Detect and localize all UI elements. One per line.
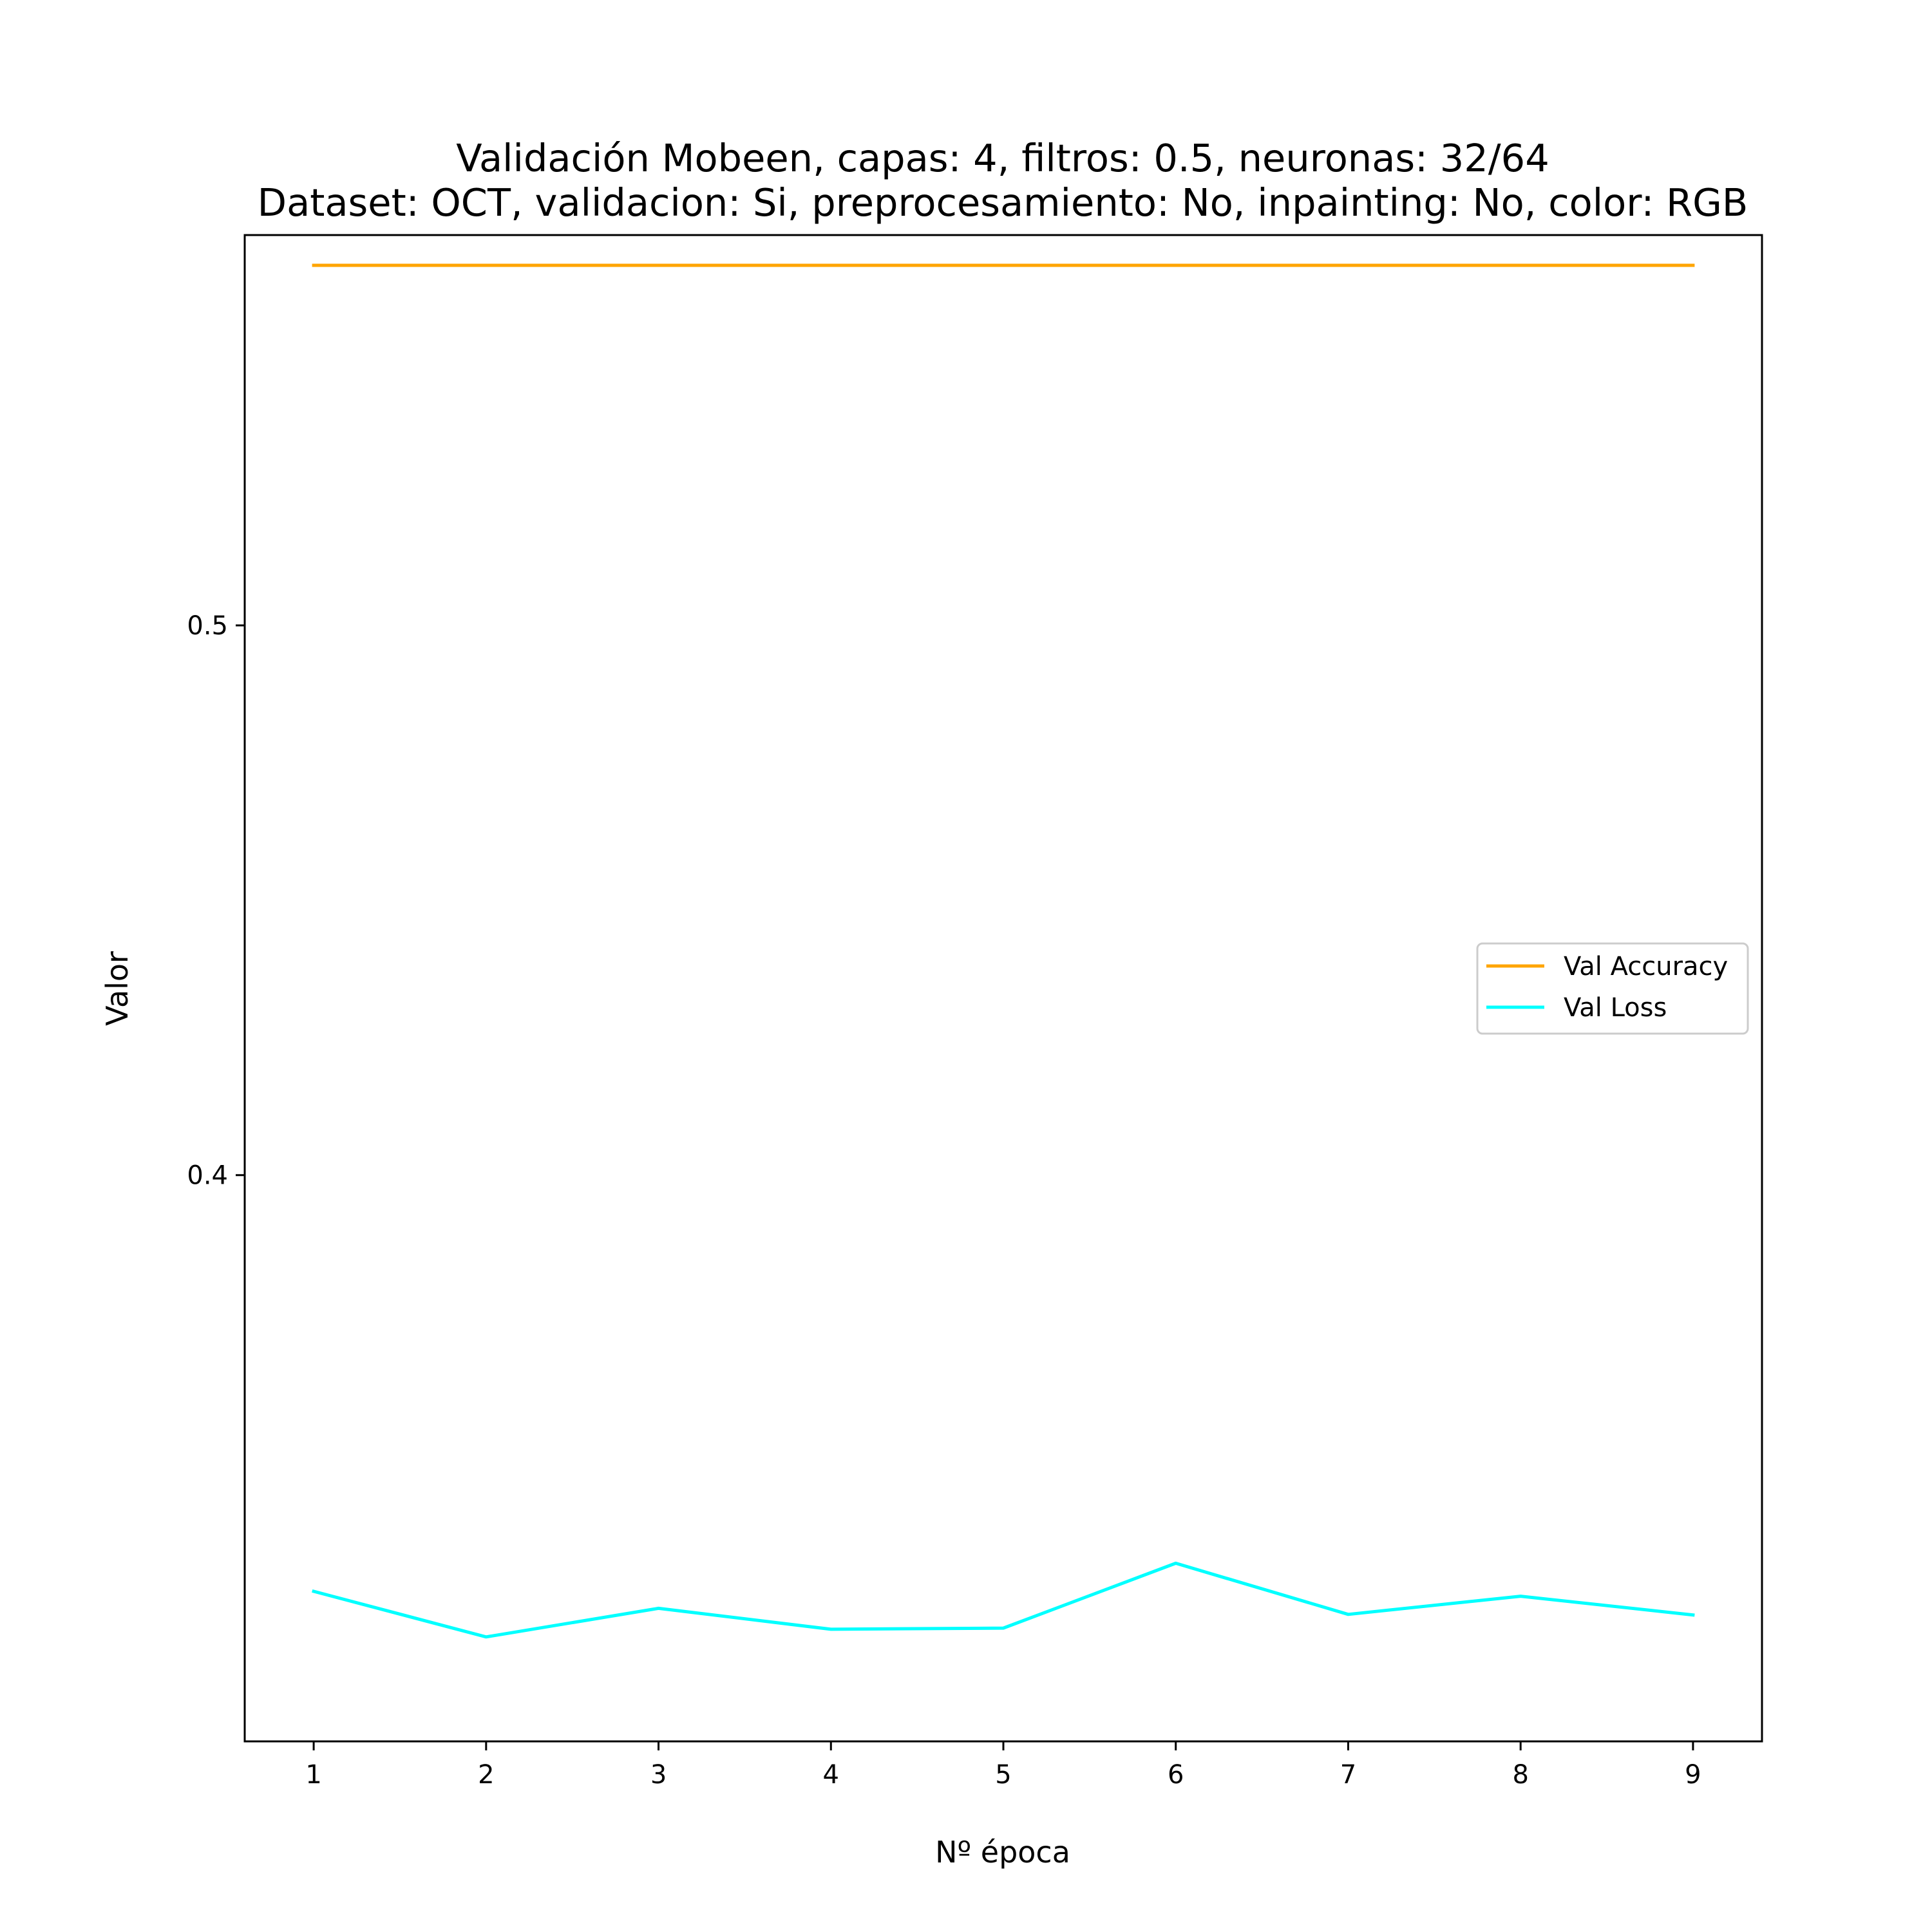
x-axis: 1 2 3 4 5 6 7 8 9 — [305, 1741, 1701, 1790]
x-tick-label: 1 — [305, 1760, 321, 1790]
x-tick-label: 4 — [823, 1760, 839, 1790]
legend-box — [1476, 942, 1749, 1035]
x-tick-label: 2 — [478, 1760, 494, 1790]
legend: Val Accuracy Val Loss — [1476, 942, 1749, 1035]
chart-title: Validación Mobeen, capas: 4, filtros: 0.… — [456, 136, 1549, 180]
y-tick-label: 0.5 — [187, 611, 228, 641]
x-tick-label: 5 — [995, 1760, 1011, 1790]
x-tick-label: 7 — [1340, 1760, 1356, 1790]
y-axis: 0.4 0.5 — [187, 611, 245, 1191]
legend-label-val-accuracy: Val Accuracy — [1564, 952, 1728, 981]
series-line-val-loss — [312, 1561, 1695, 1639]
x-tick-label: 9 — [1685, 1760, 1701, 1790]
series-layer — [312, 263, 1695, 1639]
x-tick-label: 8 — [1512, 1760, 1528, 1790]
x-axis-label: Nº época — [935, 1835, 1070, 1870]
y-tick-label: 0.4 — [187, 1161, 228, 1191]
chart-subtitle: Dataset: OCT, validacion: Si, preprocesa… — [258, 180, 1748, 225]
y-axis-label: Valor — [100, 951, 135, 1026]
x-tick-label: 3 — [650, 1760, 667, 1790]
legend-label-val-loss: Val Loss — [1564, 993, 1667, 1023]
x-tick-label: 6 — [1168, 1760, 1184, 1790]
